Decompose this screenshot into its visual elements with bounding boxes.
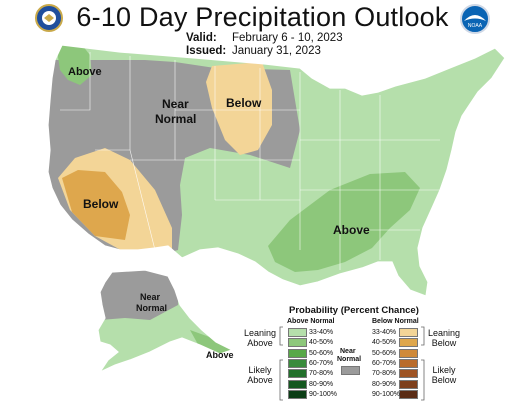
valid-dates: February 6 - 10, 2023 bbox=[232, 32, 343, 44]
legend-leaning-below: Leaning Below bbox=[424, 328, 464, 348]
legend-leaning-above: Leaning Above bbox=[240, 328, 280, 348]
legend-below-swatch-label: 33-40% bbox=[372, 329, 397, 336]
noaa-logo: NOAA bbox=[460, 4, 490, 34]
legend-above-swatch bbox=[288, 358, 307, 368]
doc-seal-logo bbox=[35, 4, 63, 32]
region-north-below bbox=[206, 62, 272, 155]
leaning-below-word2: Below bbox=[431, 338, 457, 348]
label-ak-above: Above bbox=[206, 350, 234, 360]
legend-swatch-near-normal bbox=[341, 366, 360, 375]
legend-above-swatch bbox=[288, 328, 307, 337]
region-ak-near-normal bbox=[100, 270, 178, 320]
legend-below-swatch-label: 90-100% bbox=[372, 390, 401, 398]
legend-below-swatch-label: 60-70% bbox=[372, 359, 397, 367]
noaa-bird-icon: NOAA bbox=[464, 15, 486, 29]
leaning-above-word1: Leaning bbox=[243, 328, 277, 338]
conus-outline bbox=[47, 44, 506, 297]
legend-below-swatch bbox=[399, 348, 418, 358]
legend-below-swatch-label: 40-50% bbox=[372, 339, 397, 347]
issued-date: January 31, 2023 bbox=[232, 45, 321, 57]
legend-above-swatch-label: 40-50% bbox=[309, 339, 334, 347]
likely-below-word2: Below bbox=[431, 375, 457, 385]
region-sw-below-40 bbox=[62, 170, 130, 240]
legend-above-swatch bbox=[288, 338, 307, 348]
valid-line: Valid: February 6 - 10, 2023 bbox=[186, 32, 343, 44]
region-pnw-above-40 bbox=[56, 45, 92, 85]
eagle-icon bbox=[42, 11, 56, 25]
page-title: 6-10 Day Precipitation Outlook bbox=[76, 2, 449, 32]
state-boundaries bbox=[60, 52, 440, 270]
label-near-normal-line1: Near bbox=[162, 97, 189, 111]
legend-above-swatch bbox=[288, 379, 307, 389]
svg-text:NOAA: NOAA bbox=[468, 23, 483, 29]
legend-below-swatch bbox=[399, 338, 418, 348]
legend-above-swatch-label: 60-70% bbox=[309, 359, 334, 367]
label-sw-below: Below bbox=[83, 197, 119, 211]
legend-above-header: Above Normal bbox=[287, 318, 335, 325]
legend-near-header-2: Normal bbox=[337, 356, 362, 363]
issued-line: Issued: January 31, 2023 bbox=[186, 45, 321, 57]
leaning-above-word2: Above bbox=[247, 338, 273, 348]
legend-below-swatch-label: 50-60% bbox=[372, 349, 397, 357]
legend-above-swatch bbox=[288, 369, 307, 379]
legend-above-swatch-label: 70-80% bbox=[309, 370, 334, 378]
legend-below-swatch bbox=[399, 379, 418, 389]
label-se-above: Above bbox=[333, 223, 370, 237]
legend-title: Probability (Percent Chance) bbox=[289, 305, 419, 316]
label-near-normal-line2: Normal bbox=[155, 112, 196, 126]
label-north-below: Below bbox=[226, 96, 262, 110]
legend-below-swatch-label: 70-80% bbox=[372, 370, 397, 378]
legend-below-swatch bbox=[399, 389, 418, 399]
label-ak-near-line2: Normal bbox=[136, 303, 167, 313]
legend-above-swatch-label: 50-60% bbox=[309, 349, 334, 357]
region-se-above-40 bbox=[268, 172, 420, 272]
conus-regions bbox=[48, 45, 505, 296]
legend-below-header: Below Normal bbox=[372, 318, 419, 325]
legend-above-swatch-label: 80-90% bbox=[309, 380, 334, 388]
legend-below-swatch bbox=[399, 369, 418, 379]
label-ak-near-line1: Near bbox=[140, 292, 161, 302]
alaska-outline bbox=[97, 269, 234, 374]
legend-below-swatch bbox=[399, 358, 418, 368]
valid-label: Valid: bbox=[186, 32, 217, 44]
likely-above-word1: Likely bbox=[248, 365, 272, 375]
leaning-below-word1: Leaning bbox=[427, 328, 461, 338]
issued-label: Issued: bbox=[186, 45, 227, 57]
legend-below-swatch-label: 80-90% bbox=[372, 380, 397, 388]
label-pnw-above: Above bbox=[68, 66, 102, 78]
legend-near-header-1: Near bbox=[340, 348, 356, 355]
legend-likely-below: Likely Below bbox=[424, 365, 464, 385]
legend-below-swatch bbox=[399, 328, 418, 337]
likely-above-word2: Above bbox=[247, 375, 273, 385]
likely-below-word1: Likely bbox=[432, 365, 456, 375]
legend-above-swatch bbox=[288, 389, 307, 399]
legend-likely-above: Likely Above bbox=[240, 365, 280, 385]
legend-above-swatch bbox=[288, 348, 307, 358]
legend-above-swatch-label: 90-100% bbox=[309, 390, 338, 398]
legend-above-swatch-label: 33-40% bbox=[309, 329, 334, 336]
